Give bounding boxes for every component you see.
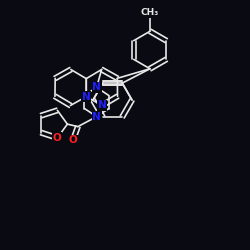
- Text: N: N: [92, 82, 101, 92]
- Text: N: N: [98, 100, 106, 110]
- Text: CH₃: CH₃: [141, 8, 159, 17]
- Text: N: N: [92, 112, 101, 122]
- Text: O: O: [68, 136, 77, 145]
- Text: N: N: [82, 92, 91, 102]
- Text: O: O: [53, 133, 62, 143]
